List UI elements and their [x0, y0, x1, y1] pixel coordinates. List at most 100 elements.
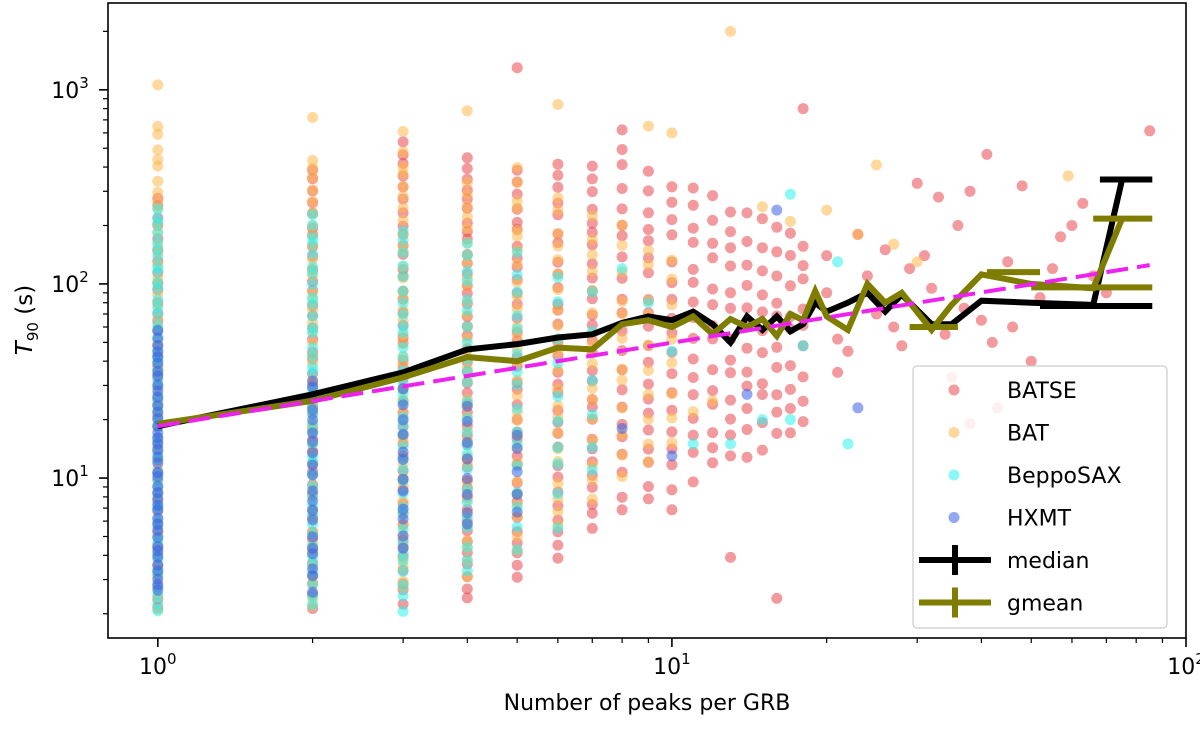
scatter-point	[616, 263, 628, 275]
scatter-point	[666, 333, 678, 345]
scatter-point	[511, 403, 523, 415]
scatter-point	[771, 341, 783, 353]
scatter-point	[307, 599, 319, 611]
scatter-point	[511, 506, 523, 518]
scatter-point	[642, 388, 654, 400]
scatter-point	[397, 309, 409, 320]
scatter-point	[642, 207, 654, 219]
scatter-point	[616, 251, 628, 263]
scatter-point	[307, 362, 319, 373]
scatter-point	[741, 380, 753, 392]
scatter-point	[552, 181, 564, 193]
scatter-point	[397, 246, 409, 258]
scatter-point	[687, 476, 699, 488]
legend-marker	[948, 384, 960, 396]
scatter-point	[461, 188, 473, 200]
scatter-point	[307, 505, 319, 516]
scatter-point	[307, 404, 319, 416]
scatter-point	[586, 382, 598, 394]
scatter-point	[707, 442, 719, 454]
scatter-point	[397, 136, 409, 148]
scatter-point	[687, 446, 699, 458]
scatter-point	[687, 222, 699, 234]
scatter-point	[461, 222, 473, 234]
scatter-point	[511, 348, 523, 360]
scatter-point	[397, 180, 409, 192]
scatter-point	[888, 321, 900, 333]
scatter-point	[307, 279, 319, 290]
scatter-point	[461, 565, 473, 577]
scatter-point	[687, 199, 699, 211]
scatter-point	[666, 127, 678, 139]
scatter-point	[461, 436, 473, 448]
scatter-point	[397, 428, 409, 440]
scatter-point	[616, 402, 628, 414]
scatter-point	[784, 227, 796, 239]
scatter-point	[461, 250, 473, 261]
scatter-point	[707, 252, 719, 264]
scatter-point	[707, 299, 719, 311]
scatter-point	[756, 213, 768, 225]
scatter-point	[397, 225, 409, 237]
scatter-point	[725, 413, 736, 425]
scatter-point	[642, 456, 654, 468]
marks-layer	[152, 25, 1156, 617]
scatter-point	[511, 379, 523, 390]
y-tick-label: 102	[51, 268, 89, 298]
scatter-point	[666, 345, 678, 357]
scatter-point	[397, 190, 409, 202]
scatter-point	[152, 324, 164, 336]
scatter-point	[397, 202, 409, 214]
scatter-point	[586, 249, 598, 261]
scatter-point	[842, 438, 854, 450]
scatter-point	[797, 395, 809, 407]
scatter-point	[461, 592, 473, 604]
scatter-point	[511, 286, 523, 298]
scatter-point	[642, 235, 654, 247]
scatter-point	[152, 301, 164, 313]
scatter-point	[152, 332, 164, 344]
scatter-point	[666, 368, 678, 380]
scatter-point	[307, 469, 319, 481]
scatter-point	[307, 219, 319, 231]
scatter-point	[461, 489, 473, 500]
scatter-point	[511, 429, 523, 441]
scatter-point	[307, 459, 319, 471]
scatter-point	[666, 273, 678, 285]
scatter-point	[616, 491, 628, 503]
axes-layer: 100 101 102 101 102 103	[51, 30, 1200, 680]
scatter-point	[307, 209, 319, 221]
scatter-point	[152, 451, 164, 463]
scatter-point	[552, 442, 564, 453]
scatter-point	[821, 204, 833, 216]
scatter-point	[642, 356, 654, 368]
scatter-point	[397, 446, 409, 458]
scatter-point	[784, 427, 796, 439]
scatter-point	[511, 390, 523, 402]
scatter-point	[741, 236, 753, 247]
scatter-point	[511, 475, 523, 487]
scatter-point	[725, 260, 736, 272]
scatter-point	[552, 488, 564, 500]
scatter-point	[616, 384, 628, 396]
scatter-point	[552, 284, 564, 296]
scatter-point	[911, 177, 923, 189]
scatter-point	[771, 406, 783, 418]
scatter-point	[307, 542, 319, 554]
x-axis-label: Number of peaks per GRB	[504, 691, 791, 716]
scatter-point	[1144, 125, 1156, 137]
scatter-point	[307, 248, 319, 260]
scatter-point	[756, 242, 768, 254]
scatter-point	[707, 283, 719, 295]
scatter-point	[511, 544, 523, 556]
scatter-point	[307, 171, 319, 183]
scatter-point	[307, 112, 319, 123]
scatter-point	[1066, 220, 1078, 231]
scatter-point	[852, 228, 864, 240]
scatter-point	[511, 521, 523, 533]
scatter-point	[307, 414, 319, 426]
scatter-point	[461, 258, 473, 269]
scatter-point	[307, 586, 319, 598]
scatter-point	[397, 464, 409, 476]
